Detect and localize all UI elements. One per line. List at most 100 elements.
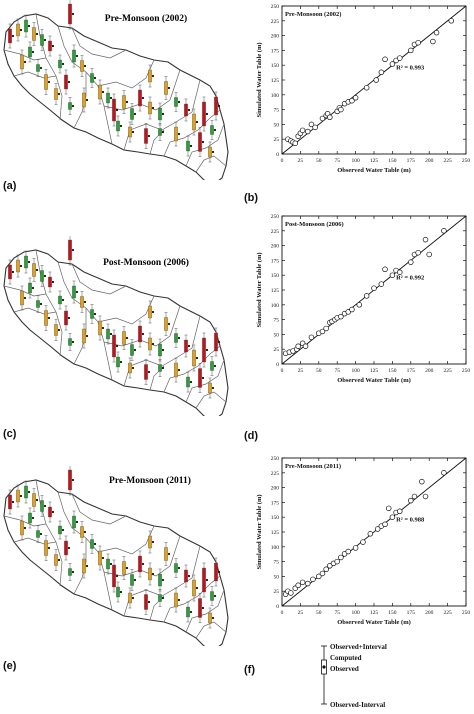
observation-well: [24, 480, 31, 504]
observation-well: [202, 96, 209, 132]
y-tick-label: 25: [274, 347, 280, 353]
observation-well: [36, 295, 43, 313]
data-point: [397, 269, 403, 275]
data-point: [426, 251, 432, 258]
observation-well: [116, 115, 123, 137]
panel-label-e: (e): [3, 660, 17, 672]
x-tick-label: 100: [351, 368, 360, 374]
observation-well: [82, 323, 89, 349]
data-point: [299, 127, 306, 134]
observation-well: [20, 285, 27, 311]
data-point: [338, 106, 344, 113]
x-tick-label: 75: [334, 158, 340, 164]
observation-well: [58, 520, 65, 540]
observation-well: [68, 333, 75, 351]
data-point: [367, 531, 374, 537]
observation-well: [214, 557, 221, 587]
observation-well: [28, 277, 35, 299]
observation-well: [24, 14, 31, 38]
r-squared-label: R² = 0.993: [396, 65, 425, 72]
observation-well: [192, 574, 199, 602]
x-axis-title: Observed Water Table (m): [337, 167, 411, 174]
observation-well: [128, 357, 135, 379]
basin-outline: [3, 13, 229, 180]
district-boundary: [71, 493, 127, 525]
y-tick-label: 25: [274, 589, 280, 595]
x-tick-label: 25: [298, 610, 304, 616]
r-squared-label: R² = 0.992: [396, 275, 424, 282]
data-point: [338, 313, 344, 320]
data-point: [349, 306, 355, 313]
y-tick-label: 225: [271, 19, 280, 25]
observation-well: [58, 290, 65, 310]
observation-well: [82, 553, 89, 579]
scatter-chart-2002: 0 25 50 75 100 125 150 175 200 225 250 0 25 50 75 100 12…: [256, 4, 471, 174]
y-tick-label: 250: [271, 4, 280, 10]
observation-well: [186, 601, 193, 623]
data-point: [305, 580, 311, 587]
observation-well: [40, 29, 47, 51]
y-tick-label: 75: [274, 318, 280, 324]
observation-well: [28, 507, 35, 529]
legend-observed: Observed: [330, 665, 359, 673]
map-title: Post-Monsoon (2006): [103, 257, 189, 268]
observation-well: [214, 91, 221, 121]
legend-observed-minus-interval: Observed-Interval: [330, 701, 385, 709]
x-tick-label: 100: [351, 610, 360, 616]
observation-well: [112, 93, 119, 127]
data-point: [323, 325, 329, 332]
data-point: [422, 236, 429, 243]
observation-well: [20, 49, 27, 75]
observation-well: [8, 259, 15, 285]
observation-well: [164, 542, 171, 566]
data-point: [345, 548, 351, 555]
y-tick-label: 100: [271, 303, 280, 309]
observation-well: [158, 359, 165, 377]
observation-well: [192, 344, 199, 372]
observation-well: [122, 326, 129, 350]
x-tick-label: 175: [407, 158, 416, 164]
observation-well: [148, 530, 155, 554]
observation-well: [128, 121, 135, 143]
district-boundary: [35, 13, 63, 121]
observation-well: [90, 68, 97, 88]
data-point: [411, 493, 418, 500]
observation-well: [116, 581, 123, 603]
observation-well: [210, 120, 217, 140]
observation-well: [144, 359, 151, 385]
data-point: [397, 55, 403, 61]
x-tick-label: 200: [425, 610, 434, 616]
data-point: [448, 18, 455, 24]
district-boundary: [35, 479, 63, 587]
observation-well: [208, 141, 215, 163]
observation-well: [28, 41, 35, 63]
panel-label-c: (c): [3, 428, 17, 440]
y-tick-label: 75: [274, 560, 280, 566]
x-tick-label: 225: [443, 158, 452, 164]
x-tick-label: 250: [462, 158, 471, 164]
data-point: [295, 582, 301, 589]
y-tick-label: 100: [271, 545, 280, 551]
observation-well: [68, 0, 75, 30]
panel-label-f: (f): [244, 664, 255, 676]
observation-well: [48, 35, 55, 57]
data-point: [419, 478, 425, 485]
y-tick-label: 0: [276, 152, 279, 158]
observation-well: [44, 305, 51, 331]
y-tick-label: 175: [271, 258, 280, 264]
district-boundary: [13, 307, 57, 315]
data-point: [295, 343, 301, 349]
data-point: [397, 508, 403, 515]
observation-well: [128, 587, 135, 609]
observation-well: [90, 304, 97, 324]
observation-well: [48, 501, 55, 523]
y-axis-title: Simulated Water Table (m): [256, 494, 263, 569]
panel-label-a: (a): [3, 180, 17, 192]
x-axis-title: Observed Water Table (m): [337, 377, 411, 384]
district-boundary: [97, 59, 155, 89]
observation-well: [106, 87, 113, 109]
observation-well: [148, 64, 155, 88]
district-boundary: [97, 525, 155, 555]
x-tick-label: 225: [443, 610, 452, 616]
observation-well: [40, 265, 47, 287]
